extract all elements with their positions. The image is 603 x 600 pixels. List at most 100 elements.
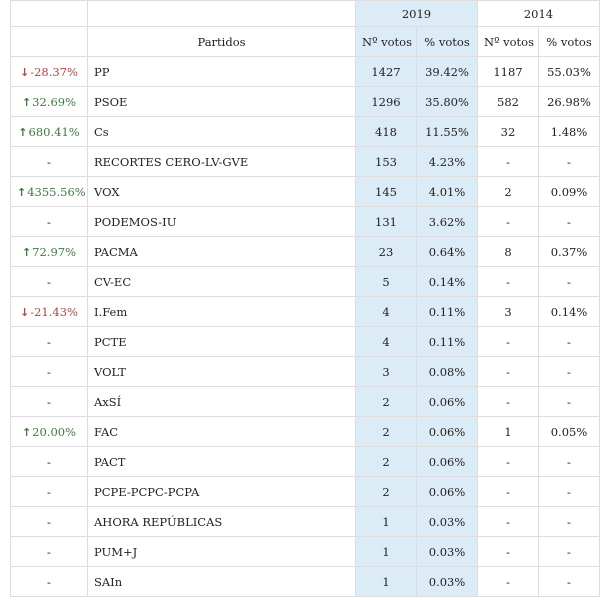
votes-2014: 582: [477, 86, 539, 117]
votes-2019: 1296: [355, 86, 417, 117]
change-cell: -: [10, 266, 88, 297]
votes-2014: -: [477, 326, 539, 357]
party-name: VOX: [87, 176, 356, 207]
change-value: -28.37%: [30, 64, 78, 79]
change-value: -: [47, 454, 51, 469]
change-cell: -: [10, 566, 88, 597]
change-cell: -: [10, 446, 88, 477]
votes-2014: -: [477, 506, 539, 537]
change-value: 680.41%: [28, 124, 80, 139]
pct-2014: 0.14%: [538, 296, 600, 327]
table-row: - SAIn 1 0.03% - -: [10, 566, 600, 597]
pct-2019: 0.03%: [416, 506, 478, 537]
change-value: -: [47, 574, 51, 589]
pct-2019: 0.14%: [416, 266, 478, 297]
change-cell: -: [10, 206, 88, 237]
change-cell: ↑4355.56%: [10, 176, 88, 207]
change-value: -: [47, 514, 51, 529]
change-value: -21.43%: [30, 304, 78, 319]
table-row: - RECORTES CERO-LV-GVE 153 4.23% - -: [10, 146, 600, 177]
pct-2019-header: % votos: [416, 26, 478, 57]
pct-2019: 0.03%: [416, 536, 478, 567]
pct-2014: -: [538, 386, 600, 417]
pct-2019: 0.06%: [416, 416, 478, 447]
votes-2019: 131: [355, 206, 417, 237]
pct-2014: -: [538, 356, 600, 387]
pct-2019: 0.08%: [416, 356, 478, 387]
table-row: - AxSÍ 2 0.06% - -: [10, 386, 600, 417]
votes-2019: 1427: [355, 56, 417, 87]
change-cell: -: [10, 386, 88, 417]
change-cell: ↑72.97%: [10, 236, 88, 267]
empty-header-cell: [10, 0, 88, 27]
change-cell: -: [10, 146, 88, 177]
votes-2019: 145: [355, 176, 417, 207]
votes-2014: 1: [477, 416, 539, 447]
pct-2014: -: [538, 266, 600, 297]
change-column-header: [10, 26, 88, 57]
table-row: ↑20.00% FAC 2 0.06% 1 0.05%: [10, 416, 600, 447]
party-name: FAC: [87, 416, 356, 447]
votes-2019: 153: [355, 146, 417, 177]
table-row: ↑680.41% Cs 418 11.55% 32 1.48%: [10, 116, 600, 147]
table-row: ↓-28.37% PP 1427 39.42% 1187 55.03%: [10, 56, 600, 87]
party-name: Cs: [87, 116, 356, 147]
change-value: 32.69%: [32, 94, 77, 109]
change-value: 4355.56%: [27, 184, 86, 199]
votes-2019: 4: [355, 326, 417, 357]
votes-2019: 1: [355, 566, 417, 597]
arrow-up-icon: ↑: [18, 125, 28, 139]
pct-2019: 0.03%: [416, 566, 478, 597]
arrow-up-icon: ↑: [21, 245, 32, 259]
pct-2019: 4.23%: [416, 146, 478, 177]
votes-2019: 1: [355, 536, 417, 567]
party-name: PCPE-PCPC-PCPA: [87, 476, 356, 507]
party-name: I.Fem: [87, 296, 356, 327]
votes-2014: 2: [477, 176, 539, 207]
party-name: PSOE: [87, 86, 356, 117]
pct-2019: 0.64%: [416, 236, 478, 267]
votes-2014: 32: [477, 116, 539, 147]
pct-2014: -: [538, 326, 600, 357]
empty-header-cell: [87, 0, 356, 27]
change-value: -: [47, 334, 51, 349]
pct-2014: 0.09%: [538, 176, 600, 207]
change-value: 72.97%: [32, 244, 77, 259]
party-name: AHORA REPÚBLICAS: [87, 506, 356, 537]
table-row: - PODEMOS-IU 131 3.62% - -: [10, 206, 600, 237]
pct-2019: 35.80%: [416, 86, 478, 117]
party-name: AxSÍ: [87, 386, 356, 417]
change-cell: -: [10, 536, 88, 567]
year-current-header: 2019: [355, 0, 478, 27]
pct-2019: 0.06%: [416, 446, 478, 477]
votes-2014: 3: [477, 296, 539, 327]
votes-2014: -: [477, 566, 539, 597]
table-row: - VOLT 3 0.08% - -: [10, 356, 600, 387]
votes-2014-header: Nº votos: [477, 26, 539, 57]
change-value: -: [47, 154, 51, 169]
change-cell: -: [10, 356, 88, 387]
pct-2014: -: [538, 566, 600, 597]
votes-2014: -: [477, 146, 539, 177]
pct-2014: 55.03%: [538, 56, 600, 87]
pct-2014: 26.98%: [538, 86, 600, 117]
arrow-up-icon: ↑: [21, 95, 32, 109]
votes-2019: 5: [355, 266, 417, 297]
table-row: ↑32.69% PSOE 1296 35.80% 582 26.98%: [10, 86, 600, 117]
party-name: PP: [87, 56, 356, 87]
votes-2019: 4: [355, 296, 417, 327]
pct-2019: 0.11%: [416, 296, 478, 327]
change-value: -: [47, 214, 51, 229]
votes-2019-header: Nº votos: [355, 26, 417, 57]
votes-2019: 2: [355, 416, 417, 447]
pct-2014: -: [538, 476, 600, 507]
pct-2019: 0.06%: [416, 386, 478, 417]
change-cell: -: [10, 326, 88, 357]
change-value: -: [47, 544, 51, 559]
table-row: ↑72.97% PACMA 23 0.64% 8 0.37%: [10, 236, 600, 267]
election-results-table: 2019 2014 Partidos Nº votos % votos Nº v…: [10, 0, 600, 597]
year-header-row: 2019 2014: [10, 0, 600, 27]
votes-2014: 8: [477, 236, 539, 267]
party-name: RECORTES CERO-LV-GVE: [87, 146, 356, 177]
votes-2014: -: [477, 386, 539, 417]
